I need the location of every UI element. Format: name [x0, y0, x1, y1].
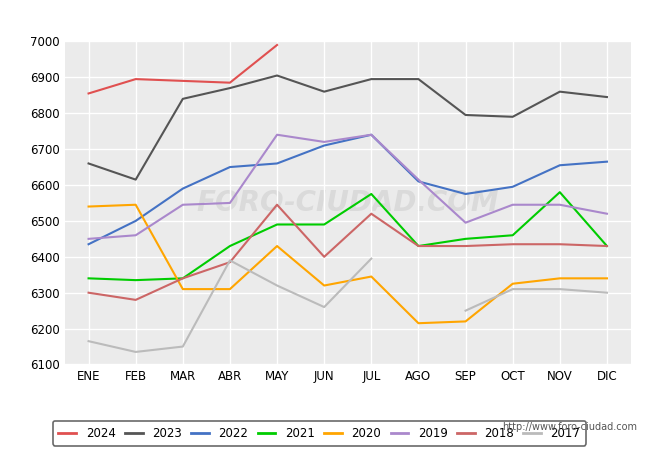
Text: Afiliados en Monzón a 31/5/2024: Afiliados en Monzón a 31/5/2024 — [177, 9, 473, 27]
Text: FORO-CIUDAD.COM: FORO-CIUDAD.COM — [196, 189, 499, 217]
Legend: 2024, 2023, 2022, 2021, 2020, 2019, 2018, 2017: 2024, 2023, 2022, 2021, 2020, 2019, 2018… — [53, 421, 586, 446]
Text: http://www.foro-ciudad.com: http://www.foro-ciudad.com — [502, 422, 637, 432]
